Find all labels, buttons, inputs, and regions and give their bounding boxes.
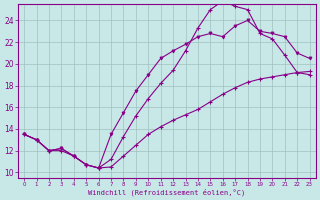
X-axis label: Windchill (Refroidissement éolien,°C): Windchill (Refroidissement éolien,°C)	[88, 188, 245, 196]
